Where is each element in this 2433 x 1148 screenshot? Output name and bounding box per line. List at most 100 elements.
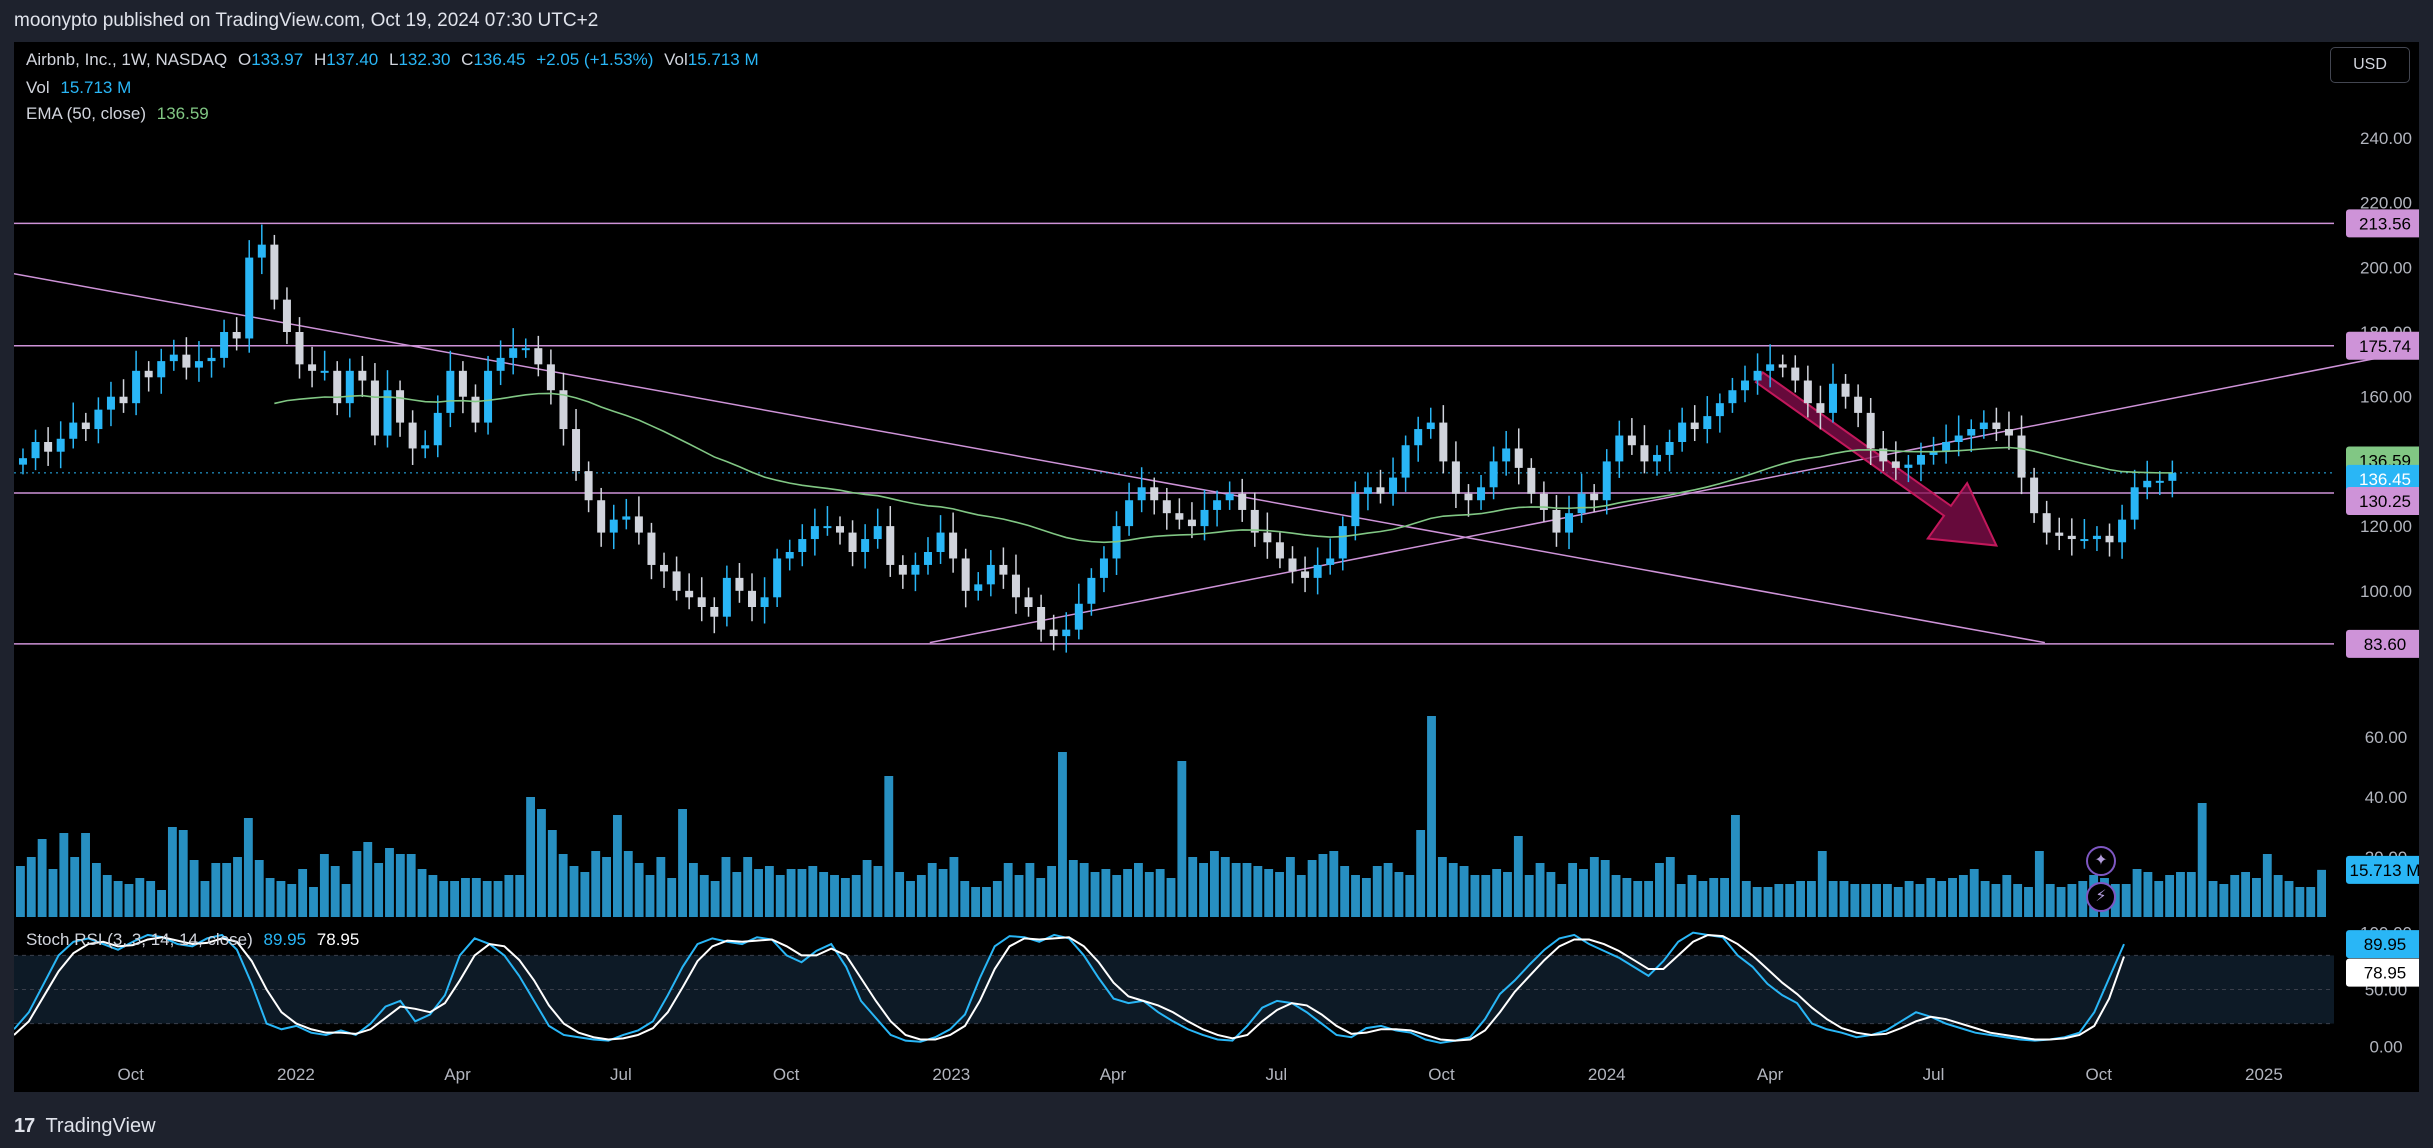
candle [1301,556,1310,593]
price-tick-label: 220.00 [2360,194,2412,213]
volume-bar [1752,887,1762,917]
candle [1854,384,1863,428]
volume-bar [710,881,720,917]
candle [1828,363,1837,423]
volume-bar [537,809,546,917]
volume-bar [2262,854,2272,917]
candle-body [1703,416,1712,430]
candle-body [1992,422,2001,430]
candle-body [1326,558,1335,565]
candle [572,409,581,481]
candle-body [773,558,782,598]
candle-body [722,577,731,617]
candle [999,547,1008,589]
time-tick-label: Apr [444,1065,471,1084]
legend-row-main: Airbnb, Inc., 1W, NASDAQ O133.97 H137.40… [26,50,765,70]
candle [396,380,405,437]
candle-body [1565,513,1574,533]
volume-bar [830,875,839,917]
candle-body [69,422,78,439]
candle-body [1653,454,1662,462]
drawings-layer [14,222,2396,645]
candle-body [257,244,266,258]
candle-body [194,361,203,368]
candle [333,361,342,416]
time-tick-label: 2023 [932,1065,970,1084]
legend-row-ema: EMA (50, close) 136.59 [26,104,215,124]
candle [798,524,807,567]
volume-bar [1893,887,1903,917]
legend-open: O133.97 [237,50,304,69]
lightning-icon[interactable]: ⚡ [2086,882,2116,912]
candle-body [1150,487,1159,501]
candle [1263,512,1272,559]
candle [458,361,467,414]
volume-bar [1036,878,1046,917]
volume-bar [547,830,557,917]
candle-body [18,458,27,465]
volume-bar [1958,875,1968,917]
price-badge-level: 213.56 [2346,209,2419,238]
volume-bar [1209,851,1219,917]
volume-bar [385,848,394,917]
volume-bar [2121,884,2131,917]
candle [433,395,442,458]
volume-bar [1676,884,1686,917]
candle [1062,612,1071,653]
stoch-k-badge-text: 89.95 [2364,935,2407,954]
volume-bar [124,884,134,917]
volume-tick-label: 60.00 [2365,728,2408,747]
volume-bar [634,863,644,917]
volume-bar [146,881,156,917]
candle-body [1301,571,1310,578]
candle [94,397,103,444]
volume-bar [298,869,308,917]
stoch-d-badge: 78.95 [2346,958,2419,987]
volume-bar [884,776,894,917]
volume-bar [1796,881,1805,917]
volume-bar [1361,878,1371,917]
volume-bar [1329,851,1339,917]
candle-body [144,370,153,378]
currency-button[interactable]: USD [2330,47,2410,83]
candle [1778,354,1787,378]
candle-body [2092,535,2101,540]
legend-high: H137.40 [313,50,379,69]
chart-canvas[interactable]: 100.00120.00140.00160.00180.00200.00220.… [14,42,2419,1092]
volume-bar [819,872,829,917]
sparkle-icon[interactable]: ✦ [2086,846,2116,876]
candle [282,287,291,344]
candle-body [1640,445,1649,462]
volume-bar [189,860,199,917]
candle [773,548,782,607]
candle [1175,498,1184,530]
volume-bar [471,878,481,917]
candle-body [56,438,65,452]
candle-body [2055,532,2064,536]
volume-bar [1307,860,1317,917]
candle-body [609,519,618,533]
volume-bar [1611,875,1621,917]
candle-body [534,348,543,365]
candle [521,338,530,358]
volume-bar [1134,863,1143,917]
candle [2004,411,2013,450]
candle-body [1288,558,1297,572]
candle [207,348,216,378]
candle [936,515,945,564]
volume-bar [688,863,698,917]
volume-bar [873,866,883,917]
volume-bar [1264,869,1274,917]
candle [986,550,995,597]
volume-bar [2143,872,2153,917]
candle-body [1351,493,1360,527]
volume-bar [1687,875,1697,917]
volume-bar [1513,836,1523,917]
candle-body [496,357,505,371]
candle [1904,454,1913,483]
candle [760,577,769,624]
candle-body [810,526,819,540]
price-badge-last: 136.45 [2346,464,2419,493]
volume-bar [428,875,438,917]
ema-layer [274,392,2173,544]
